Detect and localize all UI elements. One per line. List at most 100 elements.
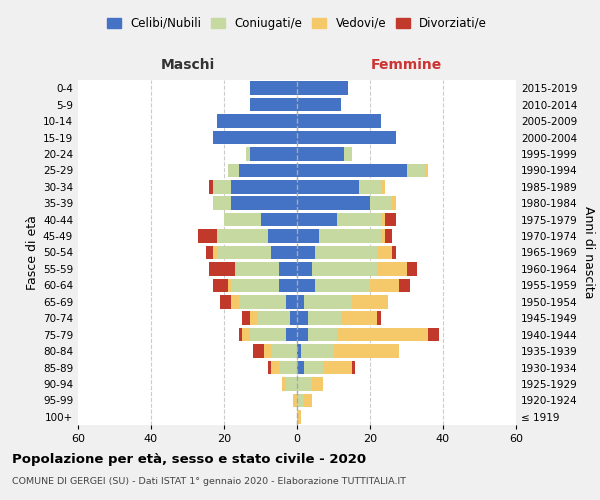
Bar bbox=[293, 394, 297, 407]
Bar bbox=[319, 230, 381, 243]
Bar bbox=[283, 377, 286, 390]
Bar bbox=[308, 312, 341, 325]
Bar bbox=[279, 278, 297, 292]
Bar bbox=[242, 328, 250, 342]
Bar bbox=[428, 328, 439, 342]
Bar bbox=[242, 312, 250, 325]
Text: Popolazione per età, sesso e stato civile - 2020: Popolazione per età, sesso e stato civil… bbox=[12, 452, 366, 466]
Bar bbox=[253, 344, 264, 358]
Bar bbox=[323, 361, 352, 374]
Bar bbox=[337, 213, 381, 226]
Bar bbox=[250, 147, 297, 160]
Bar bbox=[381, 213, 385, 226]
Bar bbox=[213, 196, 232, 210]
Bar bbox=[297, 394, 304, 407]
Bar bbox=[239, 295, 286, 308]
Bar bbox=[297, 114, 381, 128]
Bar bbox=[239, 164, 297, 177]
Bar bbox=[290, 312, 297, 325]
Bar bbox=[385, 213, 395, 226]
Bar bbox=[315, 246, 377, 259]
Bar bbox=[297, 262, 311, 276]
Bar bbox=[304, 361, 323, 374]
Bar bbox=[297, 361, 304, 374]
Bar bbox=[352, 295, 388, 308]
Bar bbox=[213, 278, 227, 292]
Bar bbox=[286, 328, 297, 342]
Bar bbox=[377, 262, 407, 276]
Bar bbox=[377, 246, 392, 259]
Bar bbox=[381, 180, 385, 194]
Bar bbox=[377, 312, 381, 325]
Bar bbox=[232, 196, 297, 210]
Bar bbox=[246, 147, 250, 160]
Text: COMUNE DI GERGEI (SU) - Dati ISTAT 1° gennaio 2020 - Elaborazione TUTTITALIA.IT: COMUNE DI GERGEI (SU) - Dati ISTAT 1° ge… bbox=[12, 478, 406, 486]
Bar bbox=[232, 278, 279, 292]
Bar bbox=[311, 377, 323, 390]
Bar bbox=[297, 164, 407, 177]
Bar bbox=[209, 180, 213, 194]
Bar bbox=[224, 213, 260, 226]
Bar bbox=[260, 213, 297, 226]
Bar bbox=[297, 344, 301, 358]
Bar bbox=[250, 82, 297, 95]
Bar bbox=[235, 262, 279, 276]
Bar bbox=[297, 196, 370, 210]
Bar bbox=[199, 230, 217, 243]
Y-axis label: Fasce di età: Fasce di età bbox=[26, 215, 39, 290]
Bar bbox=[392, 196, 395, 210]
Bar bbox=[279, 262, 297, 276]
Bar bbox=[257, 312, 290, 325]
Bar bbox=[344, 147, 352, 160]
Bar bbox=[297, 295, 304, 308]
Bar bbox=[250, 328, 286, 342]
Bar bbox=[399, 278, 410, 292]
Bar bbox=[297, 82, 348, 95]
Bar bbox=[271, 344, 297, 358]
Text: Femmine: Femmine bbox=[371, 58, 442, 72]
Bar bbox=[301, 344, 334, 358]
Bar bbox=[425, 164, 428, 177]
Bar bbox=[370, 278, 399, 292]
Bar bbox=[337, 328, 428, 342]
Bar bbox=[352, 361, 355, 374]
Bar bbox=[213, 131, 297, 144]
Bar bbox=[206, 246, 213, 259]
Bar bbox=[359, 180, 381, 194]
Bar bbox=[297, 377, 311, 390]
Bar bbox=[407, 262, 418, 276]
Bar bbox=[268, 230, 297, 243]
Bar bbox=[308, 328, 337, 342]
Bar bbox=[297, 312, 308, 325]
Bar bbox=[227, 278, 232, 292]
Bar bbox=[264, 344, 271, 358]
Bar bbox=[227, 164, 239, 177]
Bar bbox=[385, 230, 392, 243]
Bar bbox=[334, 344, 399, 358]
Bar bbox=[381, 230, 385, 243]
Bar bbox=[217, 246, 271, 259]
Bar bbox=[217, 230, 268, 243]
Bar bbox=[268, 361, 271, 374]
Bar bbox=[304, 394, 311, 407]
Bar bbox=[297, 147, 344, 160]
Bar bbox=[213, 180, 232, 194]
Bar bbox=[297, 180, 359, 194]
Legend: Celibi/Nubili, Coniugati/e, Vedovi/e, Divorziati/e: Celibi/Nubili, Coniugati/e, Vedovi/e, Di… bbox=[107, 17, 487, 30]
Bar bbox=[297, 246, 315, 259]
Bar bbox=[341, 312, 377, 325]
Bar bbox=[392, 246, 395, 259]
Y-axis label: Anni di nascita: Anni di nascita bbox=[582, 206, 595, 298]
Bar bbox=[271, 361, 279, 374]
Bar bbox=[239, 328, 242, 342]
Bar bbox=[304, 295, 352, 308]
Text: Maschi: Maschi bbox=[160, 58, 215, 72]
Bar bbox=[209, 262, 235, 276]
Bar bbox=[232, 295, 239, 308]
Bar bbox=[286, 377, 297, 390]
Bar bbox=[232, 180, 297, 194]
Bar bbox=[315, 278, 370, 292]
Bar bbox=[286, 295, 297, 308]
Bar bbox=[250, 98, 297, 112]
Bar bbox=[297, 230, 319, 243]
